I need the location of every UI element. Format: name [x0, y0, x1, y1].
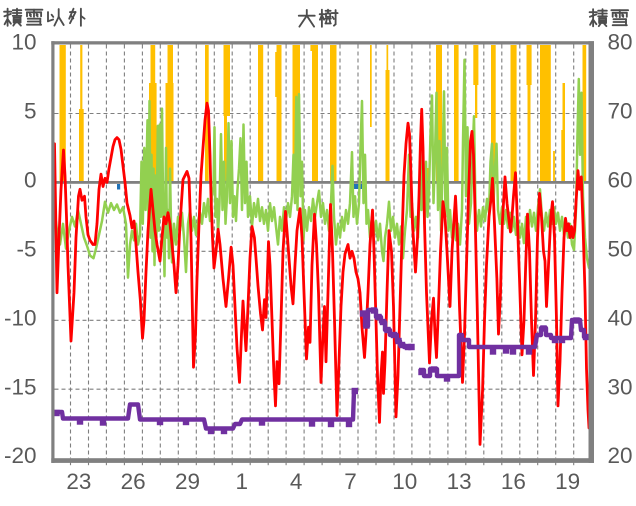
svg-text:0: 0: [24, 168, 37, 193]
svg-text:29: 29: [175, 469, 200, 494]
svg-text:80: 80: [607, 30, 632, 55]
svg-text:10: 10: [392, 469, 417, 494]
svg-text:7: 7: [344, 469, 357, 494]
svg-text:23: 23: [66, 469, 91, 494]
svg-text:16: 16: [501, 469, 526, 494]
svg-text:-10: -10: [4, 305, 37, 330]
svg-text:-15: -15: [4, 374, 37, 399]
svg-text:4: 4: [290, 469, 303, 494]
svg-text:70: 70: [607, 99, 632, 124]
svg-text:60: 60: [607, 168, 632, 193]
svg-text:40: 40: [607, 305, 632, 330]
svg-text:-5: -5: [16, 237, 36, 262]
svg-text:13: 13: [447, 469, 472, 494]
svg-text:5: 5: [24, 99, 37, 124]
svg-text:26: 26: [121, 469, 146, 494]
svg-text:10: 10: [11, 30, 36, 55]
svg-text:1: 1: [236, 469, 249, 494]
svg-text:20: 20: [607, 443, 632, 468]
svg-text:19: 19: [555, 469, 580, 494]
svg-text:50: 50: [607, 237, 632, 262]
svg-text:-20: -20: [4, 443, 37, 468]
svg-text:30: 30: [607, 374, 632, 399]
